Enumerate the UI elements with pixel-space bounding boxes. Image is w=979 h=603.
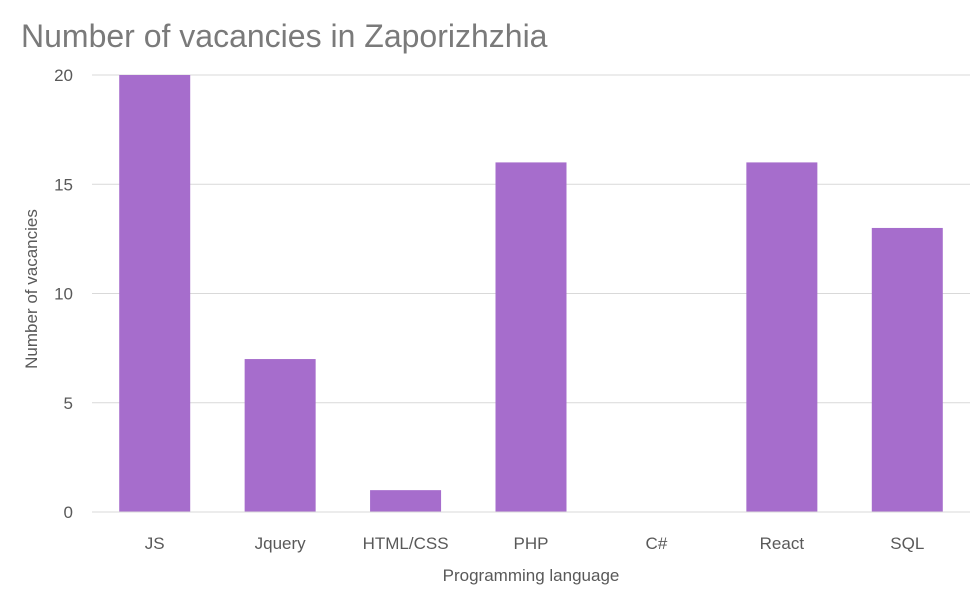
x-tick-label: JS bbox=[145, 534, 165, 553]
bar bbox=[871, 227, 943, 512]
y-tick-label: 5 bbox=[64, 394, 73, 413]
x-tick-label: SQL bbox=[890, 534, 924, 553]
chart-title: Number of vacancies in Zaporizhzhia bbox=[21, 18, 548, 54]
x-tick-label: React bbox=[760, 534, 805, 553]
x-tick-label: Jquery bbox=[255, 534, 307, 553]
bars bbox=[119, 75, 943, 512]
x-tick-label: C# bbox=[646, 534, 668, 553]
y-tick-label: 15 bbox=[54, 175, 73, 194]
y-tick-label: 0 bbox=[64, 503, 73, 522]
y-tick-label: 20 bbox=[54, 66, 73, 85]
bar bbox=[244, 359, 316, 512]
x-axis-label: Programming language bbox=[443, 566, 620, 585]
bar bbox=[495, 162, 567, 512]
bar bbox=[746, 162, 818, 512]
x-tick-label: HTML/CSS bbox=[363, 534, 449, 553]
bar bbox=[119, 75, 191, 512]
y-axis-ticks: 0 5 10 15 20 bbox=[54, 66, 73, 522]
x-tick-label: PHP bbox=[514, 534, 549, 553]
bar bbox=[370, 490, 442, 512]
y-tick-label: 10 bbox=[54, 285, 73, 304]
y-axis-label: Number of vacancies bbox=[22, 209, 41, 369]
x-axis-ticks: JS Jquery HTML/CSS PHP C# React SQL bbox=[145, 534, 925, 553]
